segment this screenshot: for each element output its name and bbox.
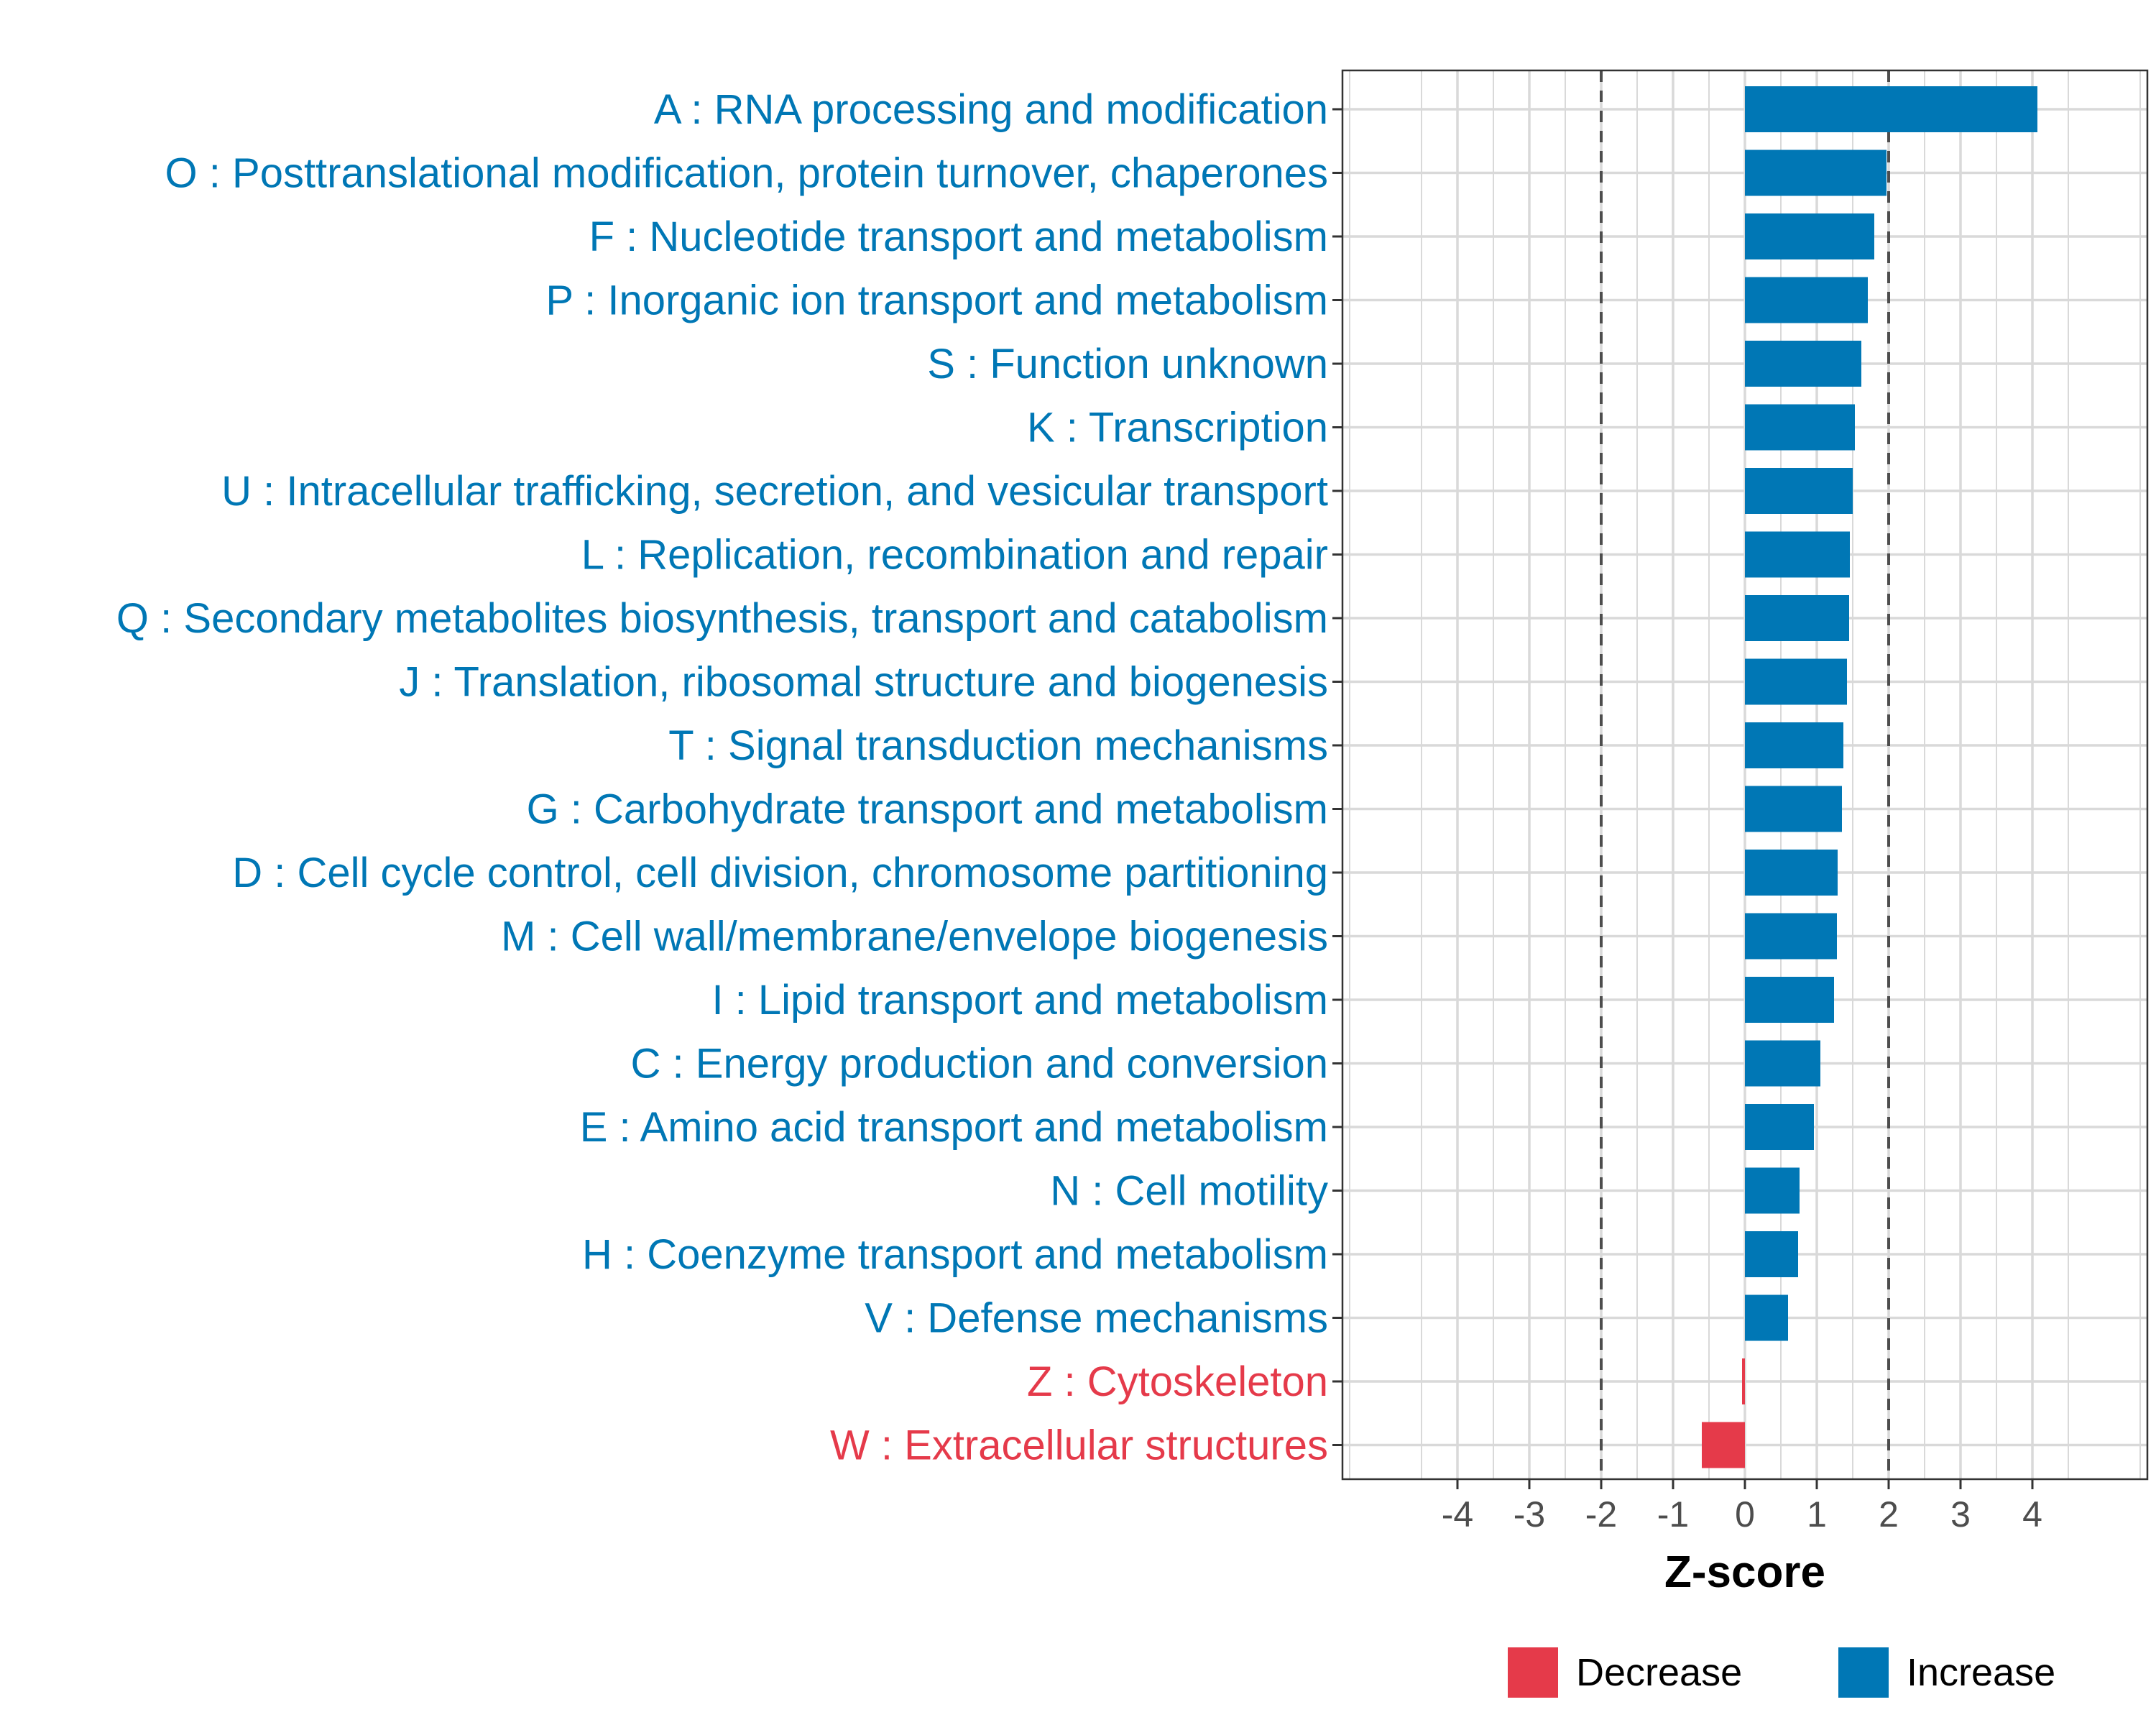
x-tick-label: -1: [1657, 1494, 1689, 1535]
bar: [1745, 86, 2037, 132]
legend-label: Decrease: [1576, 1651, 1742, 1694]
category-label: O : Posttranslational modification, prot…: [165, 150, 1328, 197]
bar: [1745, 531, 1850, 578]
category-label: K : Transcription: [1027, 405, 1328, 451]
legend-swatch: [1508, 1647, 1558, 1698]
x-tick-label: 3: [1950, 1494, 1971, 1535]
category-label: I : Lipid transport and metabolism: [711, 977, 1328, 1024]
category-label: N : Cell motility: [1050, 1168, 1328, 1215]
legend-swatch: [1838, 1647, 1889, 1698]
bar-layer: [1702, 86, 2037, 1468]
category-label: Z : Cytoskeleton: [1027, 1358, 1328, 1405]
grid-layer: [1342, 70, 2147, 1479]
bar: [1702, 1422, 1745, 1468]
x-tick-label: -2: [1585, 1494, 1617, 1535]
legend: Decrease Increase: [1508, 1647, 2055, 1698]
bar: [1742, 1358, 1745, 1404]
x-tick-label: -4: [1442, 1494, 1473, 1535]
bar: [1745, 1294, 1788, 1341]
x-tick-label: 4: [2022, 1494, 2042, 1535]
x-tick-label: -3: [1514, 1494, 1545, 1535]
x-tick-label: 2: [1879, 1494, 1899, 1535]
bar: [1745, 913, 1837, 960]
bar: [1745, 595, 1849, 641]
category-label: P : Inorganic ion transport and metaboli…: [545, 277, 1328, 324]
bar: [1745, 150, 1886, 196]
category-label: L : Replication, recombination and repai…: [581, 532, 1328, 579]
bar: [1745, 1104, 1814, 1150]
category-label: C : Energy production and conversion: [631, 1041, 1328, 1087]
category-label: A : RNA processing and modification: [654, 86, 1328, 133]
bar: [1745, 1040, 1820, 1087]
x-axis: -4 -3 -2 -1 0 1 2 3 4: [1442, 1479, 2042, 1535]
threshold-lines: [1600, 70, 1890, 1479]
category-label: Q : Secondary metabolites biosynthesis, …: [116, 595, 1328, 642]
category-label: J : Translation, ribosomal structure and…: [399, 659, 1328, 706]
legend-label: Increase: [1907, 1651, 2055, 1694]
category-label: S : Function unknown: [927, 341, 1328, 387]
category-label: H : Coenzyme transport and metabolism: [582, 1231, 1328, 1278]
x-tick-label: 1: [1807, 1494, 1827, 1535]
category-label: D : Cell cycle control, cell division, c…: [232, 850, 1328, 896]
bar: [1745, 786, 1842, 832]
category-label: M : Cell wall/membrane/envelope biogenes…: [501, 914, 1328, 960]
bar: [1745, 850, 1838, 896]
bar: [1745, 977, 1834, 1023]
category-axis: A : RNA processing and modification O : P…: [116, 86, 1342, 1469]
bar: [1745, 468, 1853, 514]
category-label: F : Nucleotide transport and metabolism: [589, 213, 1328, 260]
bar: [1745, 1231, 1798, 1277]
category-label: T : Signal transduction mechanisms: [668, 722, 1328, 769]
category-label: G : Carbohydrate transport and metabolis…: [527, 786, 1328, 833]
category-label: U : Intracellular trafficking, secretion…: [221, 468, 1328, 515]
category-label: V : Defense mechanisms: [865, 1295, 1328, 1342]
x-tick-label: 0: [1735, 1494, 1755, 1535]
bar: [1745, 404, 1855, 451]
bar: [1745, 213, 1874, 259]
bar: [1745, 1167, 1800, 1214]
bar: [1745, 341, 1861, 387]
category-label: E : Amino acid transport and metabolism: [580, 1104, 1328, 1151]
category-label: W : Extracellular structures: [830, 1422, 1328, 1469]
x-axis-title: Z-score: [1664, 1547, 1825, 1597]
bar: [1745, 722, 1843, 768]
bar: [1745, 658, 1847, 705]
bar: [1745, 277, 1868, 323]
